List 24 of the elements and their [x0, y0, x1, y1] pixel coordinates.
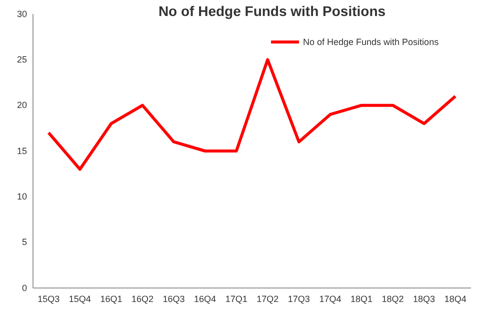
- x-tick-label: 17Q3: [288, 294, 310, 304]
- x-tick-label: 18Q4: [444, 294, 466, 304]
- x-tick-label: 17Q4: [319, 294, 342, 304]
- line-series: [47, 58, 457, 171]
- x-tick-label: 18Q2: [382, 294, 404, 304]
- y-tick-label: 15: [16, 146, 27, 156]
- y-tick-label: 5: [22, 237, 27, 248]
- x-tick-label: 16Q1: [100, 294, 122, 304]
- chart-title: No of Hedge Funds with Positions: [158, 3, 386, 19]
- x-tick-label: 16Q3: [162, 294, 185, 304]
- x-tick-label: 17Q2: [256, 294, 279, 304]
- y-tick-label: 0: [22, 282, 27, 293]
- x-tick-label: 15Q4: [68, 294, 91, 304]
- x-tick-label: 17Q1: [225, 294, 248, 304]
- x-tick-label: 15Q3: [38, 294, 60, 304]
- x-tick-label: 16Q4: [194, 294, 216, 304]
- x-tick-label: 18Q3: [413, 294, 436, 304]
- legend-label: No of Hedge Funds with Positions: [303, 36, 440, 47]
- y-tick-label: 10: [16, 192, 27, 202]
- x-tick-label: 16Q2: [131, 294, 154, 304]
- y-tick-label: 25: [16, 54, 27, 65]
- x-tick-label: 18Q1: [350, 294, 373, 304]
- y-tick-label: 20: [16, 100, 27, 110]
- y-tick-label: 30: [16, 8, 27, 19]
